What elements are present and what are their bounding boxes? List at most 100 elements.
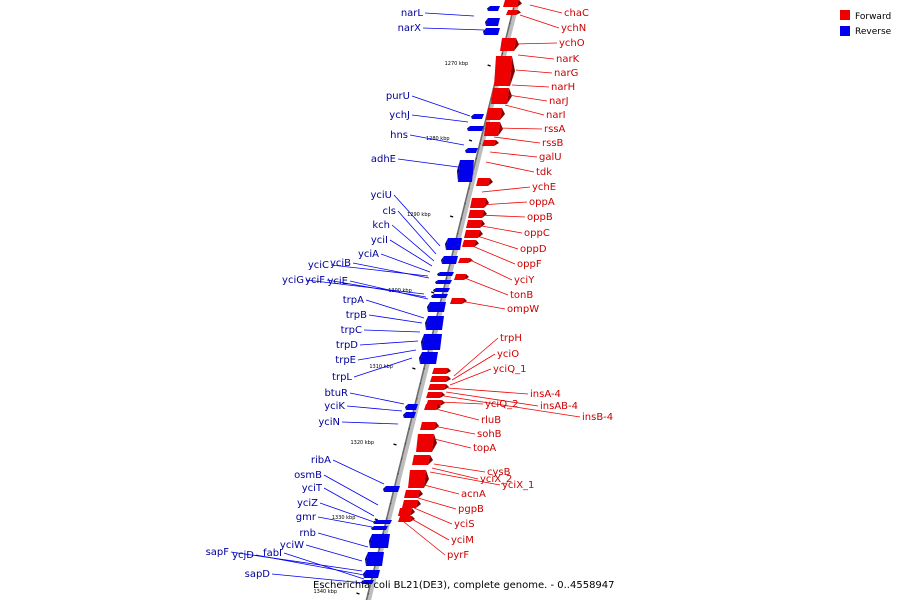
forward-gene-block [470,198,486,208]
reverse-gene-block [428,302,446,312]
leader-line [319,502,375,523]
gene-label-acna: acnA [461,489,486,500]
gene-label-yciy: yciY [514,275,535,286]
reverse-gene-block [484,28,500,35]
gene-label-osmb: osmB [294,470,322,481]
forward-gene-arrowhead [416,500,421,508]
gene-label-nari: narI [546,110,566,121]
forward-gene-block [466,220,482,228]
tick-label: 1330 kbp [332,515,356,521]
backbone-dot [464,203,466,205]
forward-gene-arrowhead [444,384,449,390]
gene-label-ycjd: ycjD [232,550,254,561]
leader-line [271,573,365,584]
backbone-dot [367,593,369,595]
tick-mark [356,592,360,595]
leader-line [349,280,429,300]
gene-label-ycio: yciO [497,349,519,360]
forward-gene-arrowhead [488,178,493,186]
gene-label-oppc: oppC [524,228,550,239]
reverse-gene-arrowhead [467,126,470,131]
leader-line [323,487,375,517]
forward-gene-block [464,230,480,238]
leader-line [519,14,560,29]
reverse-gene-block [366,552,384,566]
gene-label-yciz: yciZ [297,498,318,509]
forward-gene-block [398,516,412,522]
gene-label-pgpb: pgpB [458,504,484,515]
leader-line [447,387,529,395]
forward-gene-block [482,140,496,146]
reverse-gene-block [404,412,416,418]
reverse-gene-block [434,288,450,292]
forward-gene-arrowhead [498,122,503,136]
gene-label-cysb: cysB [487,467,511,478]
gene-label-yciw: yciW [280,540,304,551]
backbone-dot [442,293,444,295]
forward-gene-block [430,376,448,382]
gene-label-trpb: trpB [346,310,367,321]
leader-line [389,239,433,267]
gene-label-yciq-1: yciQ_1 [493,364,526,375]
leader-line [485,161,535,173]
leader-line [424,12,475,17]
forward-gene-arrowhead [418,490,423,498]
forward-gene-block [416,434,434,452]
backbone-dot [382,533,384,535]
gene-label-btur: btuR [324,388,348,399]
leader-line [504,104,545,116]
forward-gene-block [462,240,476,247]
backbone-dot [513,8,515,10]
reverse-gene-block [362,580,374,584]
gene-label-rnb: rnb [299,528,316,539]
reverse-gene-block [372,526,388,530]
gene-label-sapd: sapD [245,569,271,580]
gene-label-ycii: yciI [371,235,388,246]
label-leader-lines [230,4,581,584]
reverse-gene-arrowhead [487,6,490,11]
genome-caption: Escherichia coli BL21(DE3), complete gen… [313,580,615,591]
gene-label-narg: narG [554,68,578,79]
forward-gene-arrowhead [424,470,429,488]
forward-gene-arrowhead [446,368,451,374]
tick-mark [468,139,473,142]
leader-line [515,69,553,74]
gene-labels: chaC ychN ychO narK narG narH narJ narI rssA rssB… [206,8,614,580]
gene-label-rlub: rluB [481,415,501,426]
reverse-gene-block [432,294,448,298]
gene-label-puru: purU [386,91,410,102]
tick-mark [393,443,397,446]
reverse-gene-arrowhead [435,280,438,284]
backbone-dot [479,143,481,145]
gene-label-oppf: oppF [517,259,542,270]
forward-gene-block [412,455,430,465]
gene-label-narx: narX [398,23,422,34]
leader-line [230,551,363,572]
gene-label-ycig: yciG [282,275,304,286]
leader-line [449,368,492,386]
forward-gene-arrowhead [436,404,441,410]
backbone-dot [378,548,381,550]
reverse-gene-block [458,160,474,182]
backbone-dot [457,233,459,235]
forward-gene-block [476,178,490,186]
leader-line [255,554,365,576]
leader-line [352,262,430,279]
reverse-gene-arrowhead [427,302,430,312]
leader-line [513,42,558,45]
backbone-dot [460,218,463,220]
forward-gene-block [432,368,448,374]
gene-features [361,0,522,584]
gene-label-trpl: trpL [332,372,352,383]
gene-label-narj: narJ [549,96,569,107]
gene-label-rssa: rssA [544,124,566,135]
leader-line [409,517,450,541]
forward-gene-block [506,10,518,15]
gene-label-insab-4: insAB-4 [540,401,578,412]
gene-label-ychj: ychJ [389,110,410,121]
leader-line [473,234,519,250]
reverse-gene-block [436,280,452,284]
gene-label-galu: galU [539,152,562,163]
gene-label-tonb: tonB [510,290,533,301]
reverse-gene-block [364,570,380,578]
